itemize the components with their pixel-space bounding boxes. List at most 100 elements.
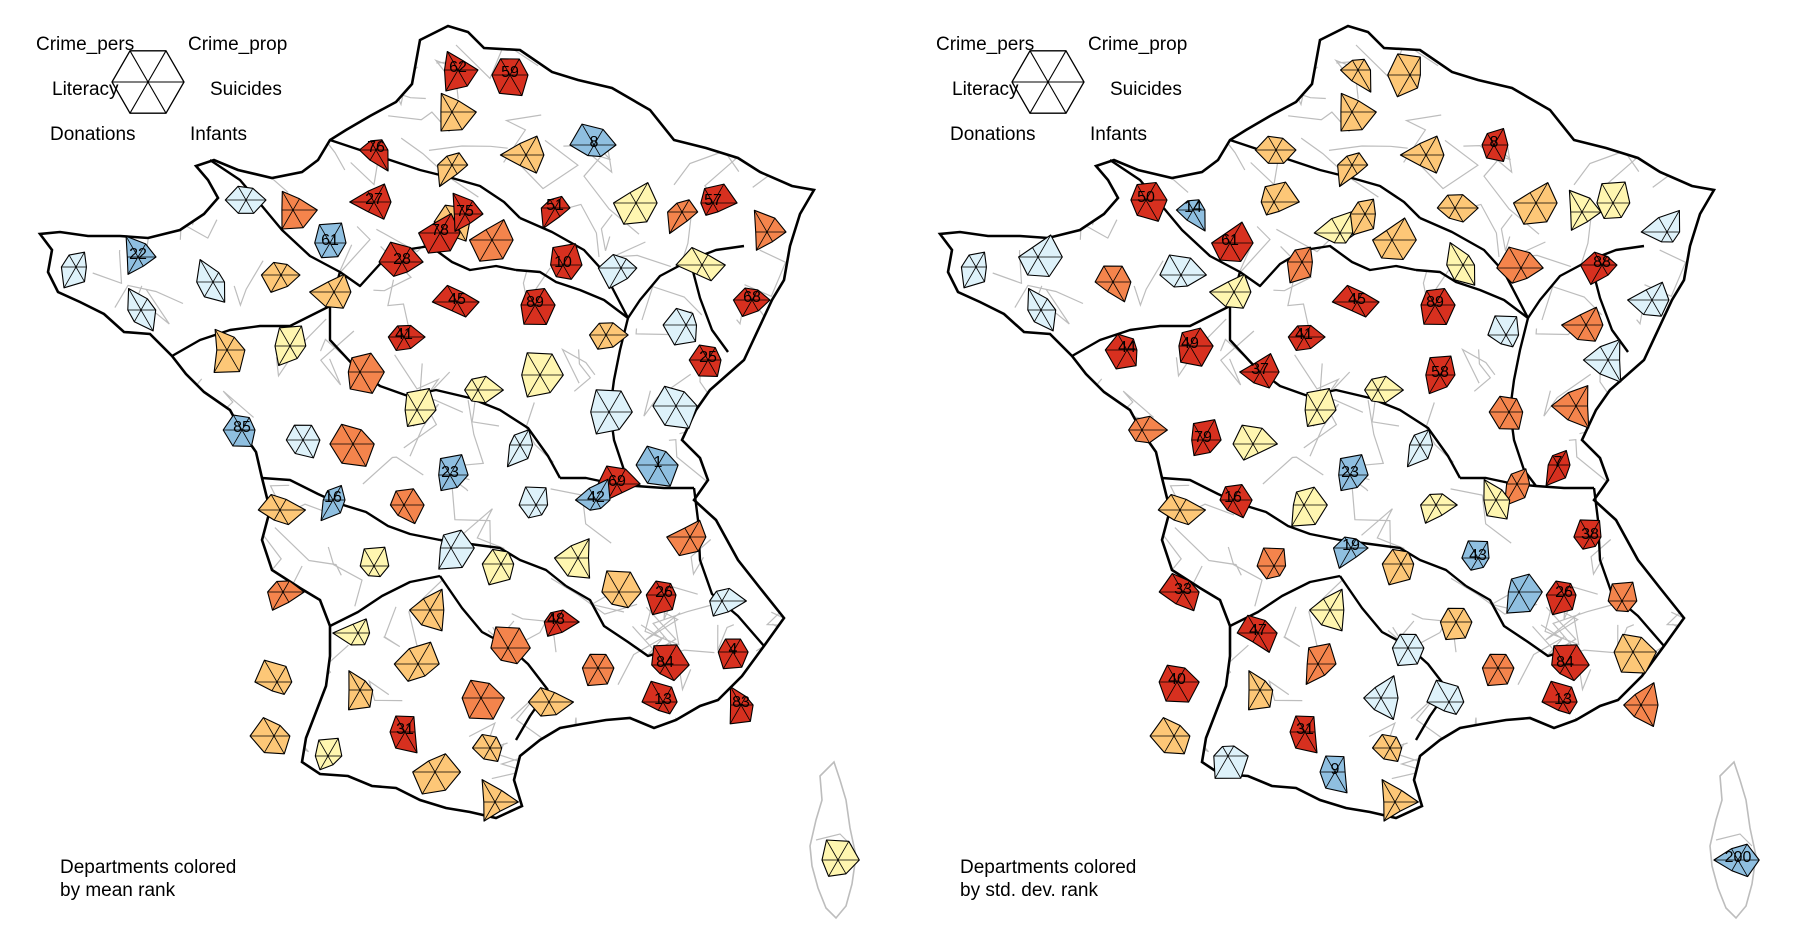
department-number-label: 44 (1118, 339, 1136, 356)
department-glyph: 26 (645, 580, 677, 616)
department-glyph (1512, 182, 1558, 225)
department-glyph (1487, 315, 1520, 348)
legend-crime-prop: Crime_prop (188, 34, 287, 55)
department-glyph (1406, 429, 1434, 468)
department-glyph: 59 (491, 58, 529, 97)
department-number-label: 57 (704, 192, 722, 209)
department-glyph: 1 (635, 445, 679, 487)
department-glyph: 28 (378, 241, 424, 277)
department-glyph (1420, 493, 1458, 524)
department-glyph: 57 (700, 183, 738, 216)
department-number-label: 41 (395, 326, 413, 343)
department-number-label: 31 (396, 721, 414, 738)
department-glyph (1372, 217, 1417, 261)
department-glyph (1481, 653, 1515, 687)
department-number-label: 16 (324, 489, 342, 506)
department-glyph (1304, 388, 1337, 427)
department-number-label: 8 (1490, 134, 1499, 151)
department-glyph (196, 259, 226, 303)
department-glyph (1364, 375, 1404, 404)
department-number-label: 49 (1181, 335, 1199, 352)
department-glyph (667, 199, 699, 235)
department-glyph (471, 733, 503, 762)
legend-crime-prop: Crime_prop (1088, 34, 1187, 55)
legend-crime-pers: Crime_pers (36, 34, 134, 55)
department-glyph (329, 423, 375, 467)
caption-line-2: by mean rank (60, 880, 176, 901)
department-glyph: 78 (418, 213, 461, 254)
department-number-label: 37 (1251, 361, 1269, 378)
department-number-label: 200 (1725, 849, 1752, 866)
department-glyph (753, 209, 787, 251)
department-glyph: 88 (1579, 251, 1618, 286)
department-glyph: 83 (729, 686, 754, 725)
france-outline (937, 24, 1717, 820)
department-number-label: 48 (547, 611, 565, 628)
department-glyph: 4 (717, 638, 749, 670)
department-glyph (1506, 573, 1543, 614)
department-glyph (281, 190, 318, 230)
department-number-label: 84 (656, 654, 674, 671)
department-number-label: 89 (1426, 294, 1444, 311)
department-glyph (359, 546, 390, 578)
department-glyph: 10 (550, 243, 583, 280)
department-glyph: 22 (125, 235, 157, 275)
department-glyph (1439, 607, 1473, 641)
department-glyph (464, 375, 504, 404)
department-glyph (1596, 181, 1631, 220)
department-glyph (1305, 643, 1337, 685)
department-number-label: 10 (554, 254, 572, 271)
department-glyph (1260, 181, 1300, 216)
legend-literacy: Literacy (52, 79, 119, 100)
department-glyph: 33 (1158, 572, 1200, 612)
variable-legend: Crime_pers Crime_prop Literacy Suicides … (936, 34, 1187, 145)
department-glyph (1209, 273, 1252, 309)
department-number-label: 85 (233, 419, 251, 436)
legend-donations: Donations (950, 124, 1036, 145)
department-glyph (1436, 194, 1479, 223)
legend-literacy: Literacy (952, 79, 1019, 100)
department-glyph: 16 (1219, 484, 1253, 519)
department-glyph (553, 538, 591, 579)
department-number-label: 41 (1295, 326, 1313, 343)
department-glyph: 50 (1130, 181, 1168, 222)
department-number-label: 25 (699, 349, 717, 366)
department-glyph (1640, 209, 1681, 243)
department-number-label: 33 (1174, 581, 1192, 598)
department-glyph (675, 246, 726, 282)
department-number-label: 8 (590, 134, 599, 151)
department-glyph (461, 679, 505, 720)
department-number-label: 7 (1554, 454, 1563, 471)
department-glyph (1496, 246, 1544, 284)
department-glyph (348, 670, 374, 711)
star-glyphs: 62 59 8 76 27 51 57 78 75 22 61 28 10 45 89 68 41 25 85 1 23… (60, 50, 860, 877)
department-number-label: 42 (587, 489, 605, 506)
department-glyph (1381, 548, 1415, 586)
department-glyph (347, 352, 385, 394)
department-glyph (1149, 717, 1191, 755)
department-glyph: 61 (1211, 221, 1254, 263)
department-number-label: 31 (1296, 721, 1314, 738)
department-glyph: 75 (452, 192, 484, 232)
department-glyph (1349, 198, 1376, 236)
department-glyph (404, 388, 437, 427)
department-glyph (438, 529, 475, 570)
department-glyph (1627, 281, 1670, 317)
department-number-label: 83 (732, 694, 750, 711)
department-glyph: 76 (358, 139, 389, 172)
department-glyph: 61 (314, 222, 347, 259)
department-glyph: 200 (1713, 843, 1760, 878)
department-number-label: 26 (1555, 584, 1573, 601)
department-glyph (518, 486, 549, 519)
department-glyph (1232, 424, 1278, 461)
department-glyph: 13 (641, 680, 678, 715)
department-glyph (1613, 633, 1657, 674)
department-glyph (267, 580, 305, 611)
department-glyph: 8 (1481, 127, 1509, 163)
department-glyph (409, 588, 445, 632)
department-glyph (581, 653, 615, 687)
department-number-label: 1 (654, 454, 663, 471)
department-glyph (1550, 385, 1590, 429)
department-glyph (332, 618, 371, 646)
france-outline (37, 24, 817, 820)
